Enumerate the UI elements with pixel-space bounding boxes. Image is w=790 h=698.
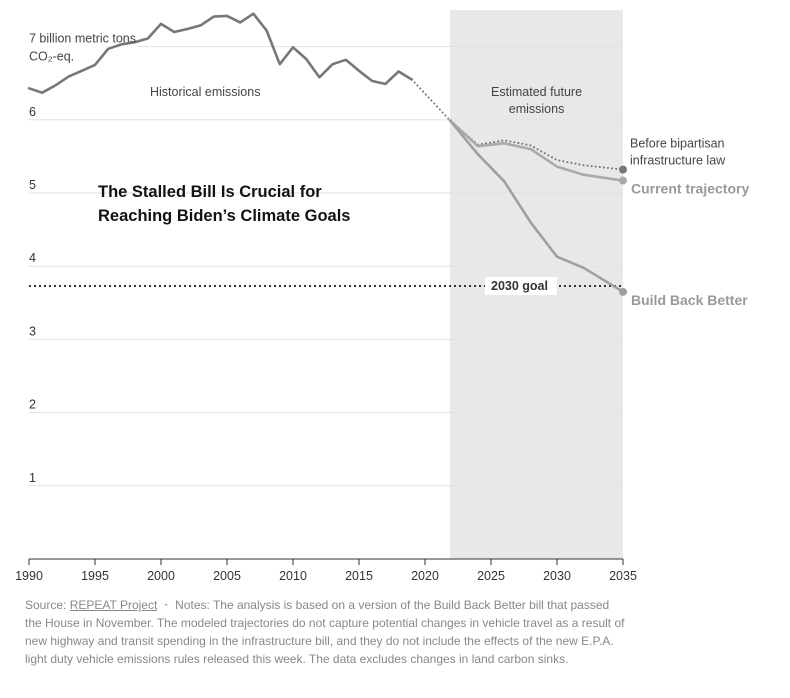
y-tick-labels: 1 2 3 4 5 6 — [29, 105, 36, 485]
notes-separator: • — [164, 600, 168, 610]
x-tick-label: 2020 — [411, 569, 439, 583]
chart-title: The Stalled Bill Is Crucial for Reaching … — [98, 183, 350, 225]
series-end-labels: Before bipartisan infrastructure law Curre… — [630, 137, 749, 308]
y-tick-label: 5 — [29, 178, 36, 192]
notes-text: Notes: The analysis is based on a versio… — [25, 598, 625, 666]
series-label: Current trajectory — [631, 181, 749, 197]
series-line — [448, 119, 625, 182]
historical-emissions-label: Historical emissions — [150, 85, 260, 99]
y-tick-label: 1 — [29, 471, 36, 485]
x-axis-ticks: 1990 1995 2000 2005 2010 2015 2020 2025 2030 2035 — [15, 559, 637, 583]
series-label: Build Back Better — [631, 292, 748, 308]
x-tick-label: 2030 — [543, 569, 571, 583]
y-unit-line: 7 billion metric tons — [29, 32, 136, 46]
x-tick-label: 2025 — [477, 569, 505, 583]
x-tick-label: 2015 — [345, 569, 373, 583]
series-line — [448, 119, 625, 294]
goal-2030-label-background — [485, 276, 557, 295]
x-tick-label: 2005 — [213, 569, 241, 583]
series-line — [27, 12, 414, 94]
goal-2030-label: 2030 goal — [491, 279, 548, 293]
series-line — [410, 78, 452, 122]
x-tick-label: 2035 — [609, 569, 637, 583]
series-end-marker — [619, 176, 627, 185]
series-label: Before bipartisan infrastructure law — [630, 137, 726, 168]
emissions-chart: 1 2 3 4 5 6 2030 goal Before bipartisan infras… — [15, 10, 749, 583]
x-tick-label: 2010 — [279, 569, 307, 583]
series-group — [27, 12, 627, 296]
source-prefix: Source: — [25, 598, 70, 612]
source-link[interactable]: REPEAT Project — [69, 598, 158, 612]
y-unit-line: CO₂-eq. — [29, 50, 74, 64]
series-end-marker — [619, 165, 627, 174]
y-tick-label: 6 — [29, 105, 36, 119]
y-axis-unit-label: 7 billion metric tons CO₂-eq. — [29, 32, 136, 64]
series-end-marker — [619, 287, 627, 296]
source-notes: Source: REPEAT Project • Notes: The anal… — [25, 596, 625, 668]
x-tick-label: 2000 — [147, 569, 175, 583]
estimated-future-label: Estimated future emissions — [491, 85, 582, 116]
y-tick-label: 2 — [29, 398, 36, 412]
y-tick-label: 3 — [29, 324, 36, 338]
y-tick-label: 4 — [29, 251, 36, 265]
x-tick-label: 1990 — [15, 569, 43, 583]
y-gridlines — [29, 46, 623, 487]
x-tick-label: 1995 — [81, 569, 109, 583]
